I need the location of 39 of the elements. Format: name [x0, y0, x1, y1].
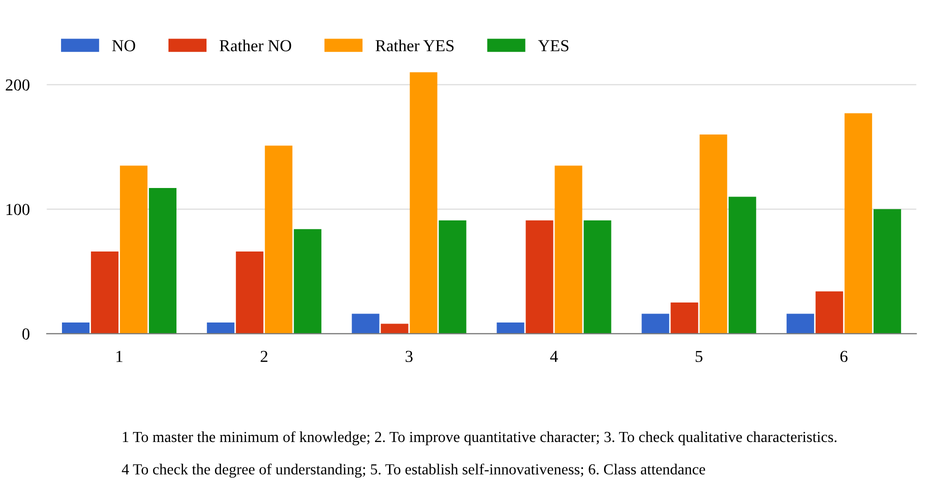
bar: [148, 188, 176, 334]
bar: [670, 302, 698, 334]
bar: [206, 322, 234, 334]
bar: [526, 220, 554, 334]
bar: [380, 324, 408, 334]
x-tick-label: 6: [840, 350, 848, 362]
x-tick-label: 2: [260, 350, 268, 362]
bar: [786, 314, 814, 334]
x-tick-label: 5: [696, 350, 702, 362]
text: 4 To check the degree of understanding; 5. To establish self-innovativeness; 6. Class attendance: [122, 464, 706, 478]
bar: [410, 72, 438, 334]
bar: [584, 220, 612, 334]
bar: [642, 314, 670, 334]
bar: [352, 314, 380, 334]
bar: [438, 220, 466, 334]
bar: [496, 322, 524, 334]
bar: [264, 146, 292, 334]
bar: [844, 113, 872, 334]
bar: [874, 209, 902, 334]
bar: [700, 134, 728, 334]
bar: [294, 229, 322, 334]
legend-label: YES: [538, 40, 568, 52]
bar: [554, 166, 582, 334]
bar: [62, 322, 90, 334]
legend-label: Rather NO: [220, 40, 292, 52]
y-tick-label: 200: [6, 79, 30, 91]
bar: [816, 291, 844, 334]
bar: [90, 251, 118, 334]
x-tick-label: 1: [116, 350, 122, 362]
legend-label: Rather YES: [376, 40, 454, 52]
text: 1 To master the minimum of knowledge; 2. To improve quantitative character; 3. To check qualitative characteristics.: [122, 431, 836, 446]
y-tick-label: 100: [6, 204, 30, 216]
bar: [728, 196, 756, 334]
y-tick-label: 0: [22, 328, 30, 340]
bar: [236, 251, 264, 334]
x-tick-label: 4: [550, 350, 558, 362]
x-tick-label: 3: [406, 350, 413, 362]
bar: [120, 166, 148, 334]
legend-label: NO: [112, 40, 136, 52]
